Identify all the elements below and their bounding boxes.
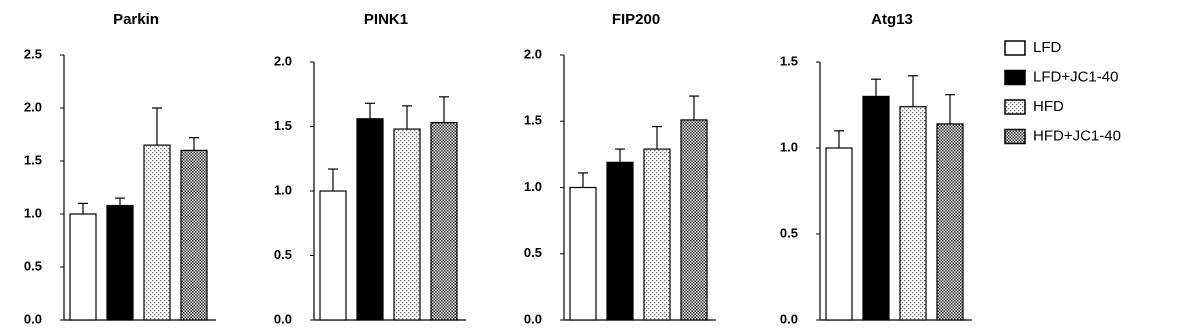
bar [606, 161, 634, 321]
y-tick-label: 1.5 [524, 113, 542, 128]
y-tick-label: 2.5 [24, 46, 42, 61]
y-tick-label: 1.0 [780, 139, 798, 154]
legend-label: LFD [1033, 39, 1062, 56]
legend-label: HFD+JC1-40 [1033, 127, 1121, 144]
bar [319, 190, 347, 321]
y-tick-label: 1.5 [274, 118, 292, 133]
y-tick-label: 2.0 [524, 46, 542, 61]
bar [825, 147, 853, 321]
bar [143, 144, 171, 321]
y-tick-label: 1.0 [274, 182, 292, 197]
y-tick-label: 2.0 [274, 53, 292, 68]
bar [569, 186, 597, 321]
legend-label: HFD [1033, 98, 1064, 115]
bar [430, 122, 458, 321]
legend-swatch [1004, 69, 1026, 86]
y-tick-label: 1.0 [24, 205, 42, 220]
legend-label: LFD+JC1-40 [1033, 68, 1118, 85]
y-tick-label: 0.5 [24, 258, 42, 273]
y-tick-label: 0.5 [274, 247, 292, 262]
y-tick-label: 0.5 [780, 225, 798, 240]
bar [69, 213, 97, 321]
bar [393, 128, 421, 321]
bar [680, 119, 708, 321]
y-tick-label: 0.0 [274, 311, 292, 326]
y-tick-label: 0.0 [780, 311, 798, 326]
legend-swatch [1004, 99, 1026, 115]
chart-title: Atg13 [871, 11, 913, 28]
chart-title: PINK1 [364, 11, 408, 28]
y-tick-label: 0.5 [524, 245, 542, 260]
y-tick-label: 1.0 [524, 179, 542, 194]
legend-swatch [1004, 128, 1026, 145]
bar [899, 106, 927, 321]
bar [180, 149, 208, 321]
bar [643, 148, 671, 321]
chart-title: Parkin [113, 11, 159, 28]
y-tick-label: 2.0 [24, 99, 42, 114]
legend-swatch [1004, 40, 1026, 56]
y-tick-label: 1.5 [780, 53, 798, 68]
y-tick-label: 0.0 [24, 311, 42, 326]
chart-title: FIP200 [612, 11, 660, 28]
bar [936, 123, 964, 321]
bar [862, 95, 890, 321]
bar [356, 118, 384, 321]
y-tick-label: 1.5 [24, 152, 42, 167]
bar [106, 204, 134, 321]
y-tick-label: 0.0 [524, 311, 542, 326]
